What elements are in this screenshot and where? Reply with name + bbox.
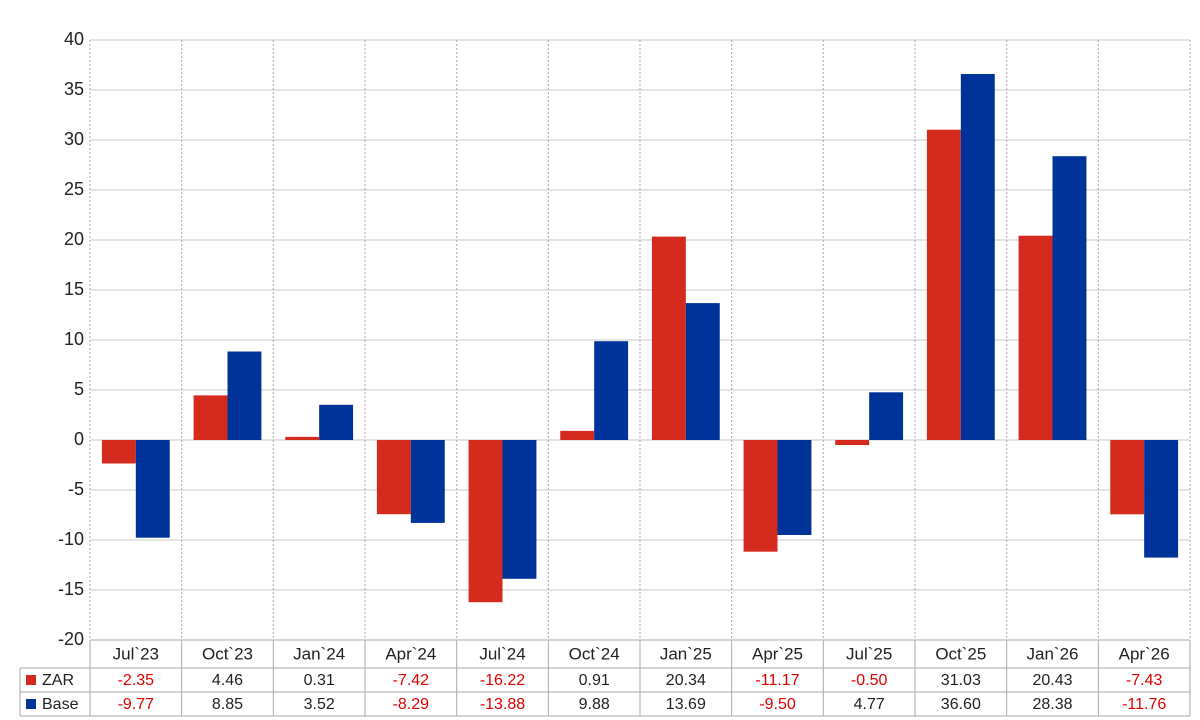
bar: [468, 440, 503, 603]
x-tick-label: Apr`26: [1119, 644, 1170, 663]
table-value: -7.42: [393, 672, 430, 689]
table-value: 9.88: [579, 696, 610, 713]
y-tick-label: 15: [64, 279, 84, 299]
y-tick-label: -5: [68, 479, 84, 499]
table-value: 20.43: [1032, 672, 1072, 689]
y-tick-label: 40: [64, 29, 84, 49]
x-tick-label: Jan`26: [1027, 644, 1079, 663]
bar: [1018, 235, 1053, 440]
table-value: -8.29: [393, 696, 430, 713]
y-tick-label: -15: [58, 579, 84, 599]
legend-swatch: [26, 675, 36, 685]
y-tick-label: 5: [74, 379, 84, 399]
y-tick-label: 10: [64, 329, 84, 349]
y-tick-label: 35: [64, 79, 84, 99]
x-tick-label: Apr`25: [752, 644, 803, 663]
x-tick-label: Oct`24: [569, 644, 620, 663]
y-tick-label: 30: [64, 129, 84, 149]
bar: [285, 436, 320, 440]
table-value: -11.76: [1122, 696, 1166, 713]
x-tick-label: Oct`25: [935, 644, 986, 663]
table-value: -16.22: [480, 672, 525, 689]
table-value: 28.38: [1032, 696, 1072, 713]
y-tick-label: 0: [74, 429, 84, 449]
x-tick-label: Oct`23: [202, 644, 253, 663]
bar: [1052, 156, 1087, 440]
bar: [651, 236, 686, 440]
table-value: -9.77: [118, 696, 155, 713]
table-value: 4.77: [854, 696, 885, 713]
bar: [835, 440, 870, 445]
table-value: -11.17: [755, 672, 799, 689]
bar: [376, 440, 411, 515]
y-tick-label: -20: [58, 629, 84, 649]
y-tick-label: 20: [64, 229, 84, 249]
table-value: -7.43: [1126, 672, 1163, 689]
table-value: 8.85: [212, 696, 243, 713]
bar: [502, 440, 537, 579]
table-value: -0.50: [851, 672, 888, 689]
bar: [101, 440, 136, 464]
table-value: 36.60: [941, 696, 981, 713]
bar: [1110, 440, 1145, 515]
bar: [960, 74, 995, 440]
table-value: 0.91: [579, 672, 610, 689]
bar: [926, 129, 961, 440]
bar: [560, 430, 595, 440]
table-value: -13.88: [480, 696, 525, 713]
legend-swatch: [26, 699, 36, 709]
x-tick-label: Jan`25: [660, 644, 712, 663]
table-value: 3.52: [304, 696, 335, 713]
x-tick-label: Jul`25: [846, 644, 892, 663]
bar: [743, 440, 778, 552]
x-tick-label: Apr`24: [385, 644, 436, 663]
bar: [685, 303, 720, 440]
table-value: 0.31: [304, 672, 335, 689]
bar: [193, 395, 228, 440]
legend-label: Base: [42, 696, 79, 713]
bar: [227, 351, 262, 440]
table-value: -9.50: [759, 696, 796, 713]
y-tick-label: 25: [64, 179, 84, 199]
table-value: 31.03: [941, 672, 981, 689]
table-value: 20.34: [666, 672, 706, 689]
table-value: -2.35: [118, 672, 155, 689]
bar: [594, 341, 629, 440]
x-tick-label: Jan`24: [293, 644, 345, 663]
bar: [410, 440, 445, 523]
legend-label: ZAR: [42, 672, 74, 689]
bar: [777, 440, 812, 535]
bar: [869, 392, 904, 440]
x-tick-label: Jul`24: [479, 644, 525, 663]
y-tick-label: -10: [58, 529, 84, 549]
table-value: 4.46: [212, 672, 243, 689]
bar: [319, 404, 354, 440]
table-value: 13.69: [666, 696, 706, 713]
bar: [1144, 440, 1179, 558]
bar: [135, 440, 170, 538]
x-tick-label: Jul`23: [113, 644, 159, 663]
